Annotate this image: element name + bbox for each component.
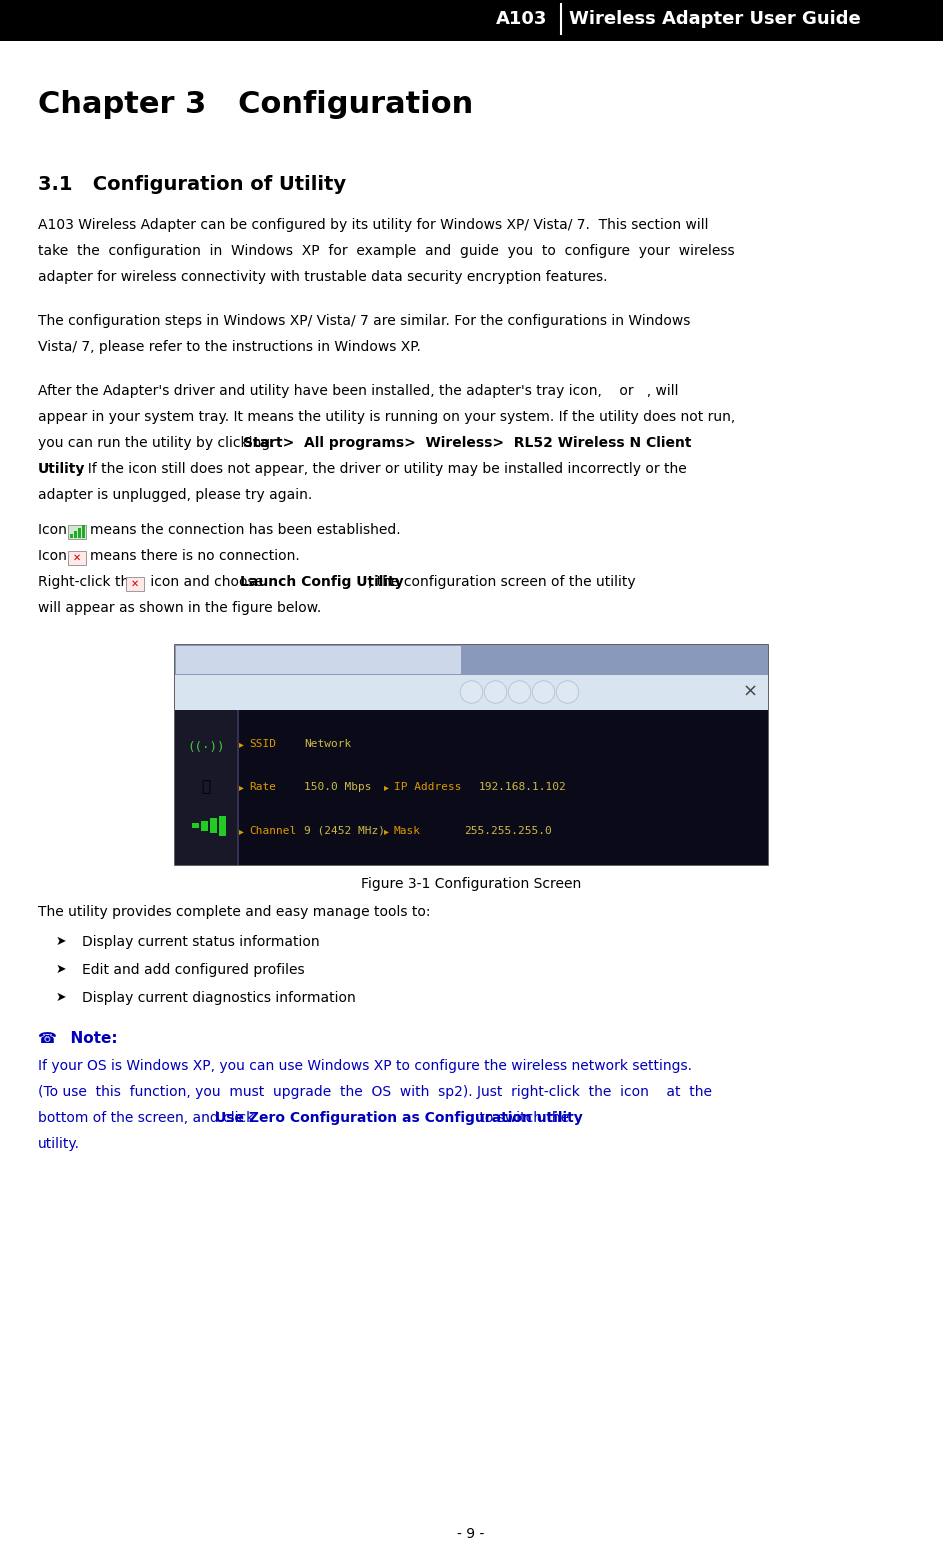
- Bar: [175, 710, 768, 865]
- Text: After the Adapter's driver and utility have been installed, the adapter's tray i: After the Adapter's driver and utility h…: [38, 385, 679, 397]
- Circle shape: [533, 680, 554, 702]
- Bar: [175, 710, 237, 865]
- Text: 🔒: 🔒: [202, 779, 210, 795]
- Text: ➤: ➤: [56, 992, 67, 1004]
- Text: ▸: ▸: [239, 740, 244, 749]
- Text: Start>  All programs>  Wireless>  RL52 Wireless N Client: Start> All programs> Wireless> RL52 Wire…: [243, 436, 692, 450]
- Bar: [210, 818, 217, 834]
- Bar: [175, 644, 768, 865]
- Text: Edit and add configured profiles: Edit and add configured profiles: [82, 963, 305, 978]
- Text: take  the  configuration  in  Windows  XP  for  example  and  guide  you  to  co: take the configuration in Windows XP for…: [38, 244, 735, 258]
- Text: Note:: Note:: [60, 1031, 118, 1046]
- Text: Network: Network: [304, 740, 351, 749]
- Text: ▸: ▸: [239, 826, 244, 835]
- Text: Use Zero Configuration as Configuration utility: Use Zero Configuration as Configuration …: [215, 1110, 583, 1125]
- Circle shape: [509, 682, 530, 702]
- Bar: [0, 38, 943, 41]
- Circle shape: [534, 682, 554, 702]
- Text: Chapter 3   Configuration: Chapter 3 Configuration: [38, 91, 473, 119]
- Bar: [0, 0, 943, 38]
- Text: Icon: Icon: [38, 549, 72, 563]
- Bar: [68, 551, 86, 565]
- Text: - 9 -: - 9 -: [457, 1526, 485, 1541]
- Circle shape: [556, 680, 578, 702]
- Text: Vista/ 7, please refer to the instructions in Windows XP.: Vista/ 7, please refer to the instructio…: [38, 339, 421, 353]
- Text: Icon: Icon: [38, 522, 72, 536]
- Text: 192.168.1.102: 192.168.1.102: [479, 782, 567, 793]
- Text: ➤: ➤: [56, 963, 67, 976]
- Circle shape: [508, 680, 531, 702]
- Text: means there is no connection.: means there is no connection.: [90, 549, 300, 563]
- Circle shape: [461, 682, 482, 702]
- Bar: [192, 823, 199, 827]
- Text: 9 (2452 MHz): 9 (2452 MHz): [304, 826, 385, 835]
- Text: 255.255.255.0: 255.255.255.0: [464, 826, 552, 835]
- Bar: [176, 646, 460, 674]
- Bar: [201, 821, 208, 830]
- Text: Right-click the: Right-click the: [38, 576, 142, 590]
- Text: SSID: SSID: [249, 740, 276, 749]
- Text: you can run the utility by clicking:: you can run the utility by clicking:: [38, 436, 279, 450]
- Text: (To use  this  function, you  must  upgrade  the  OS  with  sp2). Just  right-cl: (To use this function, you must upgrade …: [38, 1085, 712, 1099]
- Text: The configuration steps in Windows XP/ Vista/ 7 are similar. For the configurati: The configuration steps in Windows XP/ V…: [38, 314, 690, 328]
- Text: icon and choose: icon and choose: [146, 576, 268, 590]
- Bar: [68, 526, 86, 540]
- Text: to switch the: to switch the: [475, 1110, 569, 1125]
- Text: ✕: ✕: [73, 554, 81, 563]
- Text: ((·)): ((·)): [188, 741, 224, 754]
- Text: . If the icon still does not appear, the driver or utility may be installed inco: . If the icon still does not appear, the…: [79, 461, 687, 475]
- Text: ▸: ▸: [239, 782, 244, 793]
- Bar: [219, 816, 226, 837]
- Text: will appear as shown in the figure below.: will appear as shown in the figure below…: [38, 601, 322, 615]
- Text: Channel: Channel: [249, 826, 296, 835]
- Bar: [175, 644, 768, 676]
- Text: Display current diagnostics information: Display current diagnostics information: [82, 992, 356, 1006]
- Text: Mask: Mask: [394, 826, 421, 835]
- Text: 150.0 Mbps: 150.0 Mbps: [304, 782, 372, 793]
- Text: appear in your system tray. It means the utility is running on your system. If t: appear in your system tray. It means the…: [38, 410, 736, 424]
- Text: ☎: ☎: [38, 1031, 57, 1046]
- Text: A103: A103: [496, 9, 547, 28]
- Text: Utility: Utility: [38, 461, 86, 475]
- Text: Figure 3-1 Configuration Screen: Figure 3-1 Configuration Screen: [361, 877, 581, 891]
- Text: If your OS is Windows XP, you can use Windows XP to configure the wireless netwo: If your OS is Windows XP, you can use Wi…: [38, 1059, 692, 1073]
- Bar: [126, 577, 144, 591]
- Text: A103 Wireless Adapter can be configured by its utility for Windows XP/ Vista/ 7.: A103 Wireless Adapter can be configured …: [38, 217, 708, 231]
- Text: , the configuration screen of the utility: , the configuration screen of the utilit…: [369, 576, 637, 590]
- Text: Display current status information: Display current status information: [82, 935, 320, 949]
- Text: adapter is unplugged, please try again.: adapter is unplugged, please try again.: [38, 488, 312, 502]
- Circle shape: [486, 682, 505, 702]
- Circle shape: [485, 680, 506, 702]
- Text: 3.1   Configuration of Utility: 3.1 Configuration of Utility: [38, 175, 346, 194]
- Bar: [82, 526, 85, 538]
- Text: adapter for wireless connectivity with trustable data security encryption featur: adapter for wireless connectivity with t…: [38, 271, 607, 285]
- Bar: [175, 676, 768, 710]
- Circle shape: [460, 680, 483, 702]
- Text: Rate: Rate: [249, 782, 276, 793]
- Text: ▸: ▸: [384, 826, 389, 835]
- Text: ✕: ✕: [131, 579, 139, 590]
- Bar: [74, 532, 77, 538]
- Bar: [78, 529, 81, 538]
- Text: The utility provides complete and easy manage tools to:: The utility provides complete and easy m…: [38, 906, 431, 920]
- Bar: [70, 533, 73, 538]
- Text: ×: ×: [742, 683, 757, 701]
- Text: Launch Config Utility: Launch Config Utility: [240, 576, 404, 590]
- Text: IP Address: IP Address: [394, 782, 461, 793]
- Bar: [237, 710, 239, 865]
- Text: bottom of the screen, and click: bottom of the screen, and click: [38, 1110, 258, 1125]
- Text: means the connection has been established.: means the connection has been establishe…: [90, 522, 401, 536]
- Text: ▸: ▸: [384, 782, 389, 793]
- Text: ➤: ➤: [56, 935, 67, 948]
- Text: utility.: utility.: [38, 1137, 80, 1151]
- Circle shape: [557, 682, 577, 702]
- Text: Wireless Adapter User Guide: Wireless Adapter User Guide: [569, 9, 861, 28]
